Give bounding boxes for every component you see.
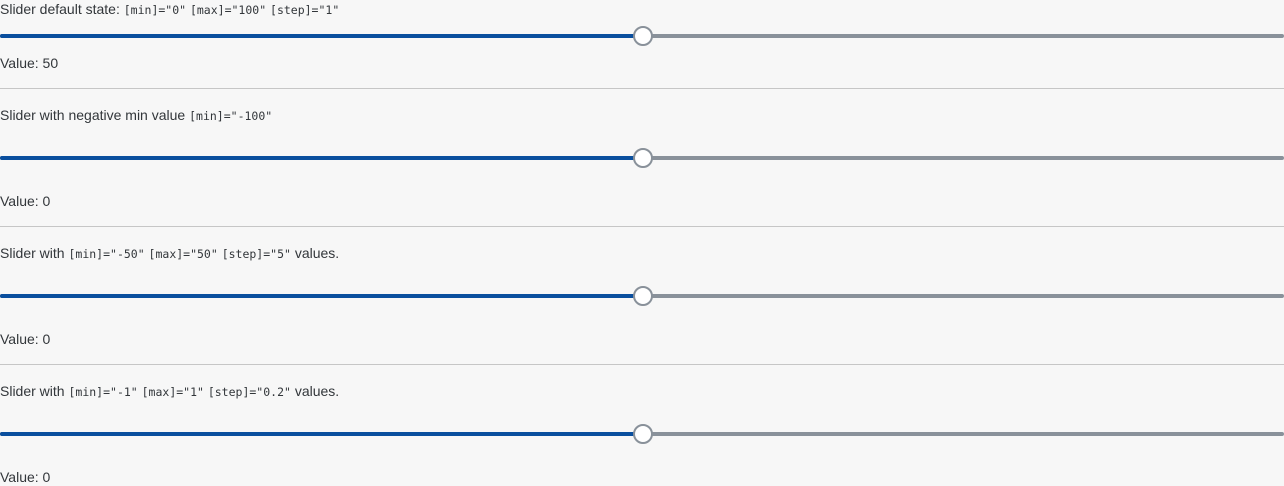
slider-3-progress bbox=[0, 294, 642, 298]
section-divider bbox=[0, 88, 1284, 89]
slider-4-progress bbox=[0, 432, 642, 436]
slider-3-desc-text: Slider with bbox=[0, 245, 65, 261]
slider-2-description: Slider with negative min value [min]="-1… bbox=[0, 106, 272, 125]
slider-2-progress bbox=[0, 156, 642, 160]
section-divider bbox=[0, 364, 1284, 365]
slider-1[interactable] bbox=[0, 26, 1284, 46]
slider-1-desc-text: Slider default state: bbox=[0, 1, 120, 17]
slider-4-description: Slider with [min]="-1" [max]="1" [step]=… bbox=[0, 382, 339, 401]
slider-2-handle[interactable] bbox=[633, 148, 653, 168]
slider-4-desc-suffix: values. bbox=[294, 383, 340, 399]
slider-2[interactable] bbox=[0, 148, 1284, 168]
slider-3-code-max: [max]="50" bbox=[148, 247, 218, 261]
slider-4-handle[interactable] bbox=[633, 424, 653, 444]
slider-3-handle[interactable] bbox=[633, 286, 653, 306]
section-divider bbox=[0, 226, 1284, 227]
slider-2-value-label: Value: 0 bbox=[0, 193, 51, 209]
slider-1-handle[interactable] bbox=[633, 26, 653, 46]
slider-3-desc-suffix: values. bbox=[294, 245, 340, 261]
slider-1-value-label: Value: 50 bbox=[0, 55, 59, 71]
slider-1-description: Slider default state: [min]="0" [max]="1… bbox=[0, 0, 339, 19]
slider-4-desc-text: Slider with bbox=[0, 383, 65, 399]
slider-1-code-step: [step]="1" bbox=[270, 3, 340, 17]
slider-1-code-min: [min]="0" bbox=[123, 3, 187, 17]
slider-3-code-min: [min]="-50" bbox=[68, 247, 145, 261]
slider-2-code-min: [min]="-100" bbox=[189, 109, 273, 123]
slider-3-description: Slider with [min]="-50" [max]="50" [step… bbox=[0, 244, 339, 263]
slider-4-value-label: Value: 0 bbox=[0, 469, 51, 485]
slider-1-code-max: [max]="100" bbox=[189, 3, 267, 17]
slider-2-desc-text: Slider with negative min value bbox=[0, 107, 186, 123]
slider-3[interactable] bbox=[0, 286, 1284, 306]
slider-3-value-label: Value: 0 bbox=[0, 331, 51, 347]
slider-4[interactable] bbox=[0, 424, 1284, 444]
slider-3-code-step: [step]="5" bbox=[221, 247, 291, 261]
slider-1-progress bbox=[0, 34, 642, 38]
slider-4-code-max: [max]="1" bbox=[141, 385, 204, 399]
slider-4-code-step: [step]="0.2" bbox=[207, 385, 291, 399]
slider-4-code-min: [min]="-1" bbox=[68, 385, 138, 399]
